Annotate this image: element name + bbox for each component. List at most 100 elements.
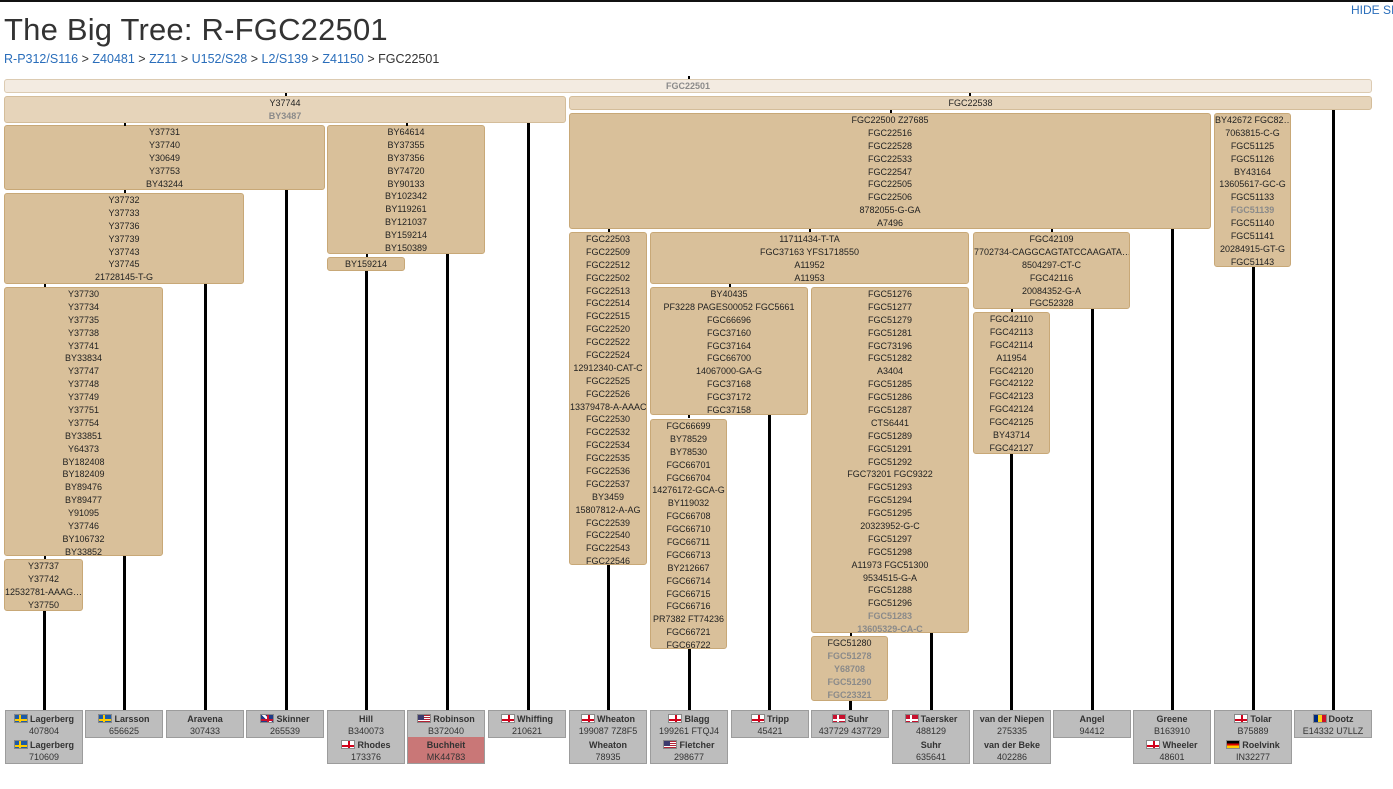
kit-entry[interactable]: Lagerberg 710609 [6, 737, 82, 763]
breadcrumb-link[interactable]: Z41150 [322, 52, 364, 66]
snp-label: FGC42109 [1029, 234, 1074, 244]
kit-entry[interactable]: Suhr 635641 [893, 737, 969, 763]
snp-label: BY42672 FGC82… [1215, 115, 1291, 125]
kit-entry[interactable]: Wheaton 199087 7Z8F5 [570, 711, 646, 737]
snp-label: FGC51140 [1230, 218, 1275, 229]
kit-box[interactable]: Robinson B372040 Buchheit MK44783 [407, 710, 485, 764]
kit-entry[interactable]: Wheaton 78935 [570, 737, 646, 763]
snp-label: FGC51295 [867, 508, 913, 519]
snp-label: A11954 [996, 352, 1027, 363]
kit-entry[interactable]: Larsson 656625 [86, 711, 162, 737]
kit-box[interactable]: Suhr 437729 437729 [811, 710, 889, 738]
snp-node[interactable]: Y37731 Y37740 Y30649 Y37753 BY43244 [4, 125, 325, 190]
breadcrumb-link[interactable]: Z40481 [92, 52, 135, 66]
breadcrumb-link[interactable]: U152/S28 [191, 52, 248, 66]
snp-node[interactable]: BY40435 PF3228 PAGES00052 FGC5661 FGC66696… [650, 287, 808, 415]
snp-label: A7496 [876, 218, 904, 229]
kit-entry[interactable]: Greene B163910 [1134, 711, 1210, 737]
kit-box[interactable]: Skinner 265539 [246, 710, 324, 738]
snp-node[interactable]: FGC51280 FGC51278 Y68708 FGC51290 FGC23321 [811, 636, 888, 701]
kit-box[interactable]: Whiffing 210621 [488, 710, 566, 738]
kit-entry[interactable]: Rhodes 173376 [328, 737, 404, 763]
kit-box[interactable]: Greene B163910 Wheeler 48601 [1133, 710, 1211, 764]
snp-node[interactable]: FGC51276 FGC51277 FGC51279 FGC51281 FGC73196… [811, 287, 969, 633]
snp-label: A11973 FGC51300 [851, 559, 929, 570]
kit-entry[interactable]: Angel 94412 [1054, 711, 1130, 737]
snp-label: FGC51279 [867, 314, 913, 325]
snp-label: FGC51291 [867, 443, 913, 454]
kit-surname: Fletcher [651, 739, 727, 751]
snp-node[interactable]: FGC66699 BY78529 BY78530 FGC66701 FGC66704 14… [650, 419, 727, 649]
kit-surname: Robinson [408, 713, 484, 725]
kit-number: 635641 [915, 752, 947, 762]
snp-node[interactable]: BY42672 FGC82… 7063815-C-G FGC51125 FGC5112… [1214, 113, 1291, 267]
breadcrumb-link[interactable]: ZZ11 [149, 52, 178, 66]
kit-entry[interactable]: Robinson B372040 [408, 711, 484, 737]
kit-box[interactable]: Lagerberg 407804 Lagerberg 710609 [5, 710, 83, 764]
kit-entry[interactable]: Whiffing 210621 [489, 711, 565, 737]
snp-node[interactable]: Y37730 Y37734 Y37735 Y37738 Y37741 BY33834 Y37… [4, 287, 163, 556]
snp-label: Y37750 [27, 599, 60, 610]
kit-entry[interactable]: Roelvink IN32277 [1215, 737, 1291, 763]
snp-label: FGC51125 [1230, 140, 1275, 151]
kit-box[interactable]: Larsson 656625 [85, 710, 163, 738]
kit-entry[interactable]: Skinner 265539 [247, 711, 323, 737]
kit-entry[interactable]: Fletcher 298677 [651, 737, 727, 763]
kit-entry[interactable]: van der Beke 402286 [974, 737, 1050, 763]
kit-entry[interactable]: Wheeler 48601 [1134, 737, 1210, 763]
kit-entry[interactable]: Hill B340073 [328, 711, 404, 737]
kit-entry[interactable]: Lagerberg 407804 [6, 711, 82, 737]
snp-label: 20284915-GT-G [1219, 243, 1286, 254]
snp-node[interactable]: BY159214 [327, 257, 405, 271]
kit-box[interactable]: van der Niepen 275335 van der Beke 402286 [973, 710, 1051, 764]
snp-label: FGC23321 [827, 689, 872, 700]
kit-entry[interactable]: Tripp 45421 [732, 711, 808, 737]
snp-label: FGC66699 [666, 421, 711, 431]
snp-node[interactable]: Y37744 BY3487 [4, 96, 566, 123]
kit-entry[interactable]: Dootz E14332 U7LLZ [1295, 711, 1371, 737]
snp-label: 14067000-GA-G [695, 366, 763, 377]
snp-node[interactable]: FGC22538 [569, 96, 1372, 110]
snp-node[interactable]: FGC22500 Z27685 FGC22516 FGC22528 FGC22533 F… [569, 113, 1211, 229]
snp-node[interactable]: FGC22503 FGC22509 FGC22512 FGC22502 FGC22513… [569, 232, 647, 565]
snp-label: FGC66711 [666, 537, 711, 548]
kit-surname: Lagerberg [6, 739, 82, 751]
snp-node[interactable]: Y37732 Y37733 Y37736 Y37739 Y37743 Y37745 2172… [4, 193, 244, 284]
breadcrumb-link[interactable]: L2/S139 [261, 52, 309, 66]
kit-number: 656625 [108, 726, 140, 736]
kit-entry[interactable]: Tolar B75889 [1215, 711, 1291, 737]
snp-node[interactable]: Y37737 Y37742 12532781-AAAG… Y37750 [4, 559, 83, 611]
snp-node[interactable]: FGC22501 [4, 79, 1372, 93]
kit-box[interactable]: Aravena 307433 [166, 710, 244, 738]
snp-label: PR7382 FT74236 [652, 614, 725, 625]
kit-box[interactable]: Wheaton 199087 7Z8F5 Wheaton 78935 [569, 710, 647, 764]
kit-box[interactable]: Blagg 199261 FTQJ4 Fletcher 298677 [650, 710, 728, 764]
kit-number: 265539 [269, 726, 301, 736]
kit-box[interactable]: Tolar B75889 Roelvink IN32277 [1214, 710, 1292, 764]
kit-box[interactable]: Dootz E14332 U7LLZ [1294, 710, 1372, 738]
top-border [0, 0, 1393, 2]
kit-entry[interactable]: van der Niepen 275335 [974, 711, 1050, 737]
snp-node[interactable]: FGC42110 FGC42113 FGC42114 A11954 FGC42120 FG… [973, 312, 1050, 454]
snp-label: FGC42123 [989, 391, 1034, 402]
kit-entry[interactable]: Taersker 488129 [893, 711, 969, 737]
hide-sidebar-link[interactable]: HIDE SI [1351, 3, 1393, 17]
kit-box[interactable]: Taersker 488129 Suhr 635641 [892, 710, 970, 764]
snp-label: FGC22538 [948, 98, 993, 108]
kit-entry[interactable]: Blagg 199261 FTQJ4 [651, 711, 727, 737]
kit-entry[interactable]: Aravena 307433 [167, 711, 243, 737]
breadcrumb-link[interactable]: R-P312/S116 [4, 52, 79, 66]
flag-en-icon [751, 714, 765, 723]
snp-node[interactable]: BY64614 BY37355 BY37356 BY74720 BY90133 BY102… [327, 125, 485, 254]
snp-label: Y37749 [67, 392, 100, 403]
kit-number: 275335 [996, 726, 1028, 736]
snp-node[interactable]: FGC42109 7702734-CAGGCAGTATCCAAGATA… 85042… [973, 232, 1130, 309]
snp-node[interactable]: 11711434-T-TA FGC37163 YFS1718550 A11952 A1… [650, 232, 969, 284]
flag-dk-icon [904, 714, 919, 723]
kit-box[interactable]: Hill B340073 Rhodes 173376 [327, 710, 405, 764]
kit-box[interactable]: Angel 94412 [1053, 710, 1131, 738]
kit-box[interactable]: Tripp 45421 [731, 710, 809, 738]
kit-entry[interactable]: Buchheit MK44783 [408, 737, 484, 763]
kit-entry[interactable]: Suhr 437729 437729 [812, 711, 888, 737]
kit-surname: Dootz [1295, 713, 1371, 725]
